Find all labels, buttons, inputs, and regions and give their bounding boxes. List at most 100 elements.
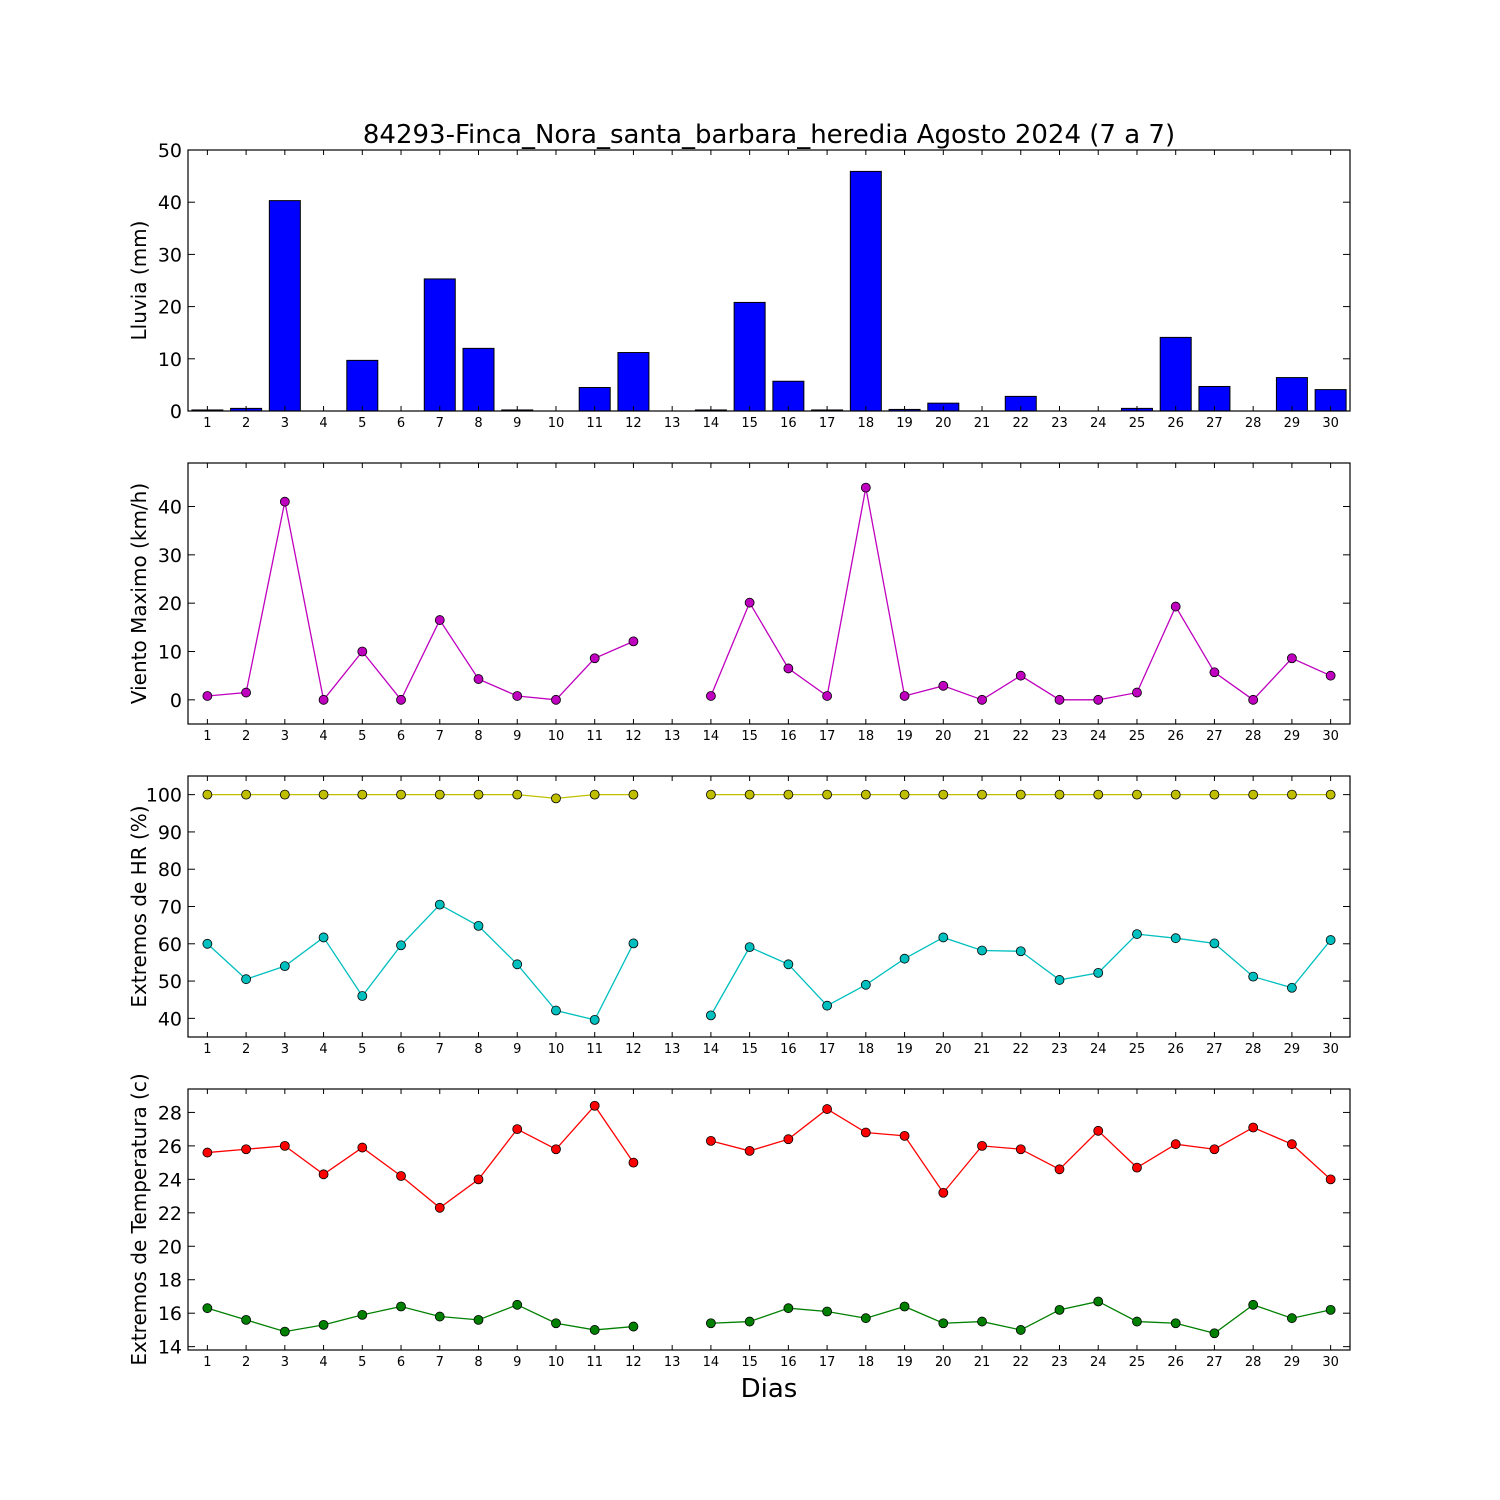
data-point (512, 691, 523, 701)
data-point (783, 789, 794, 800)
data-point (706, 789, 716, 800)
x-tick-label: 11 (586, 1042, 603, 1057)
x-tick-label: 9 (513, 416, 521, 431)
x-tick-label: 7 (436, 416, 444, 431)
data-point (1248, 1122, 1259, 1133)
y-axis-label: Viento Maximo (km/h) (127, 483, 151, 704)
plot-frame (187, 1088, 1351, 1351)
data-point (1170, 601, 1181, 612)
panels: 1 2 3 4 5 6 7 8 9 10 11 12 13 14 15 16 17 18 19 20 21 22 23 24 2… (127, 140, 1351, 1370)
data-point (318, 1320, 329, 1330)
x-tick-label: 25 (1129, 1042, 1146, 1057)
y-tick-label: 16 (158, 1303, 182, 1325)
x-tick-label: 26 (1167, 729, 1184, 744)
data-point (1248, 694, 1259, 705)
data-point (241, 1314, 252, 1325)
data-point (512, 959, 523, 970)
x-tick-label: 16 (780, 416, 797, 431)
y-tick-label: 80 (158, 859, 182, 881)
data-point (1132, 929, 1142, 939)
x-tick-label: 10 (548, 1355, 565, 1370)
data-point (938, 680, 949, 691)
x-tick-label: 28 (1245, 729, 1262, 744)
data-point (1015, 1325, 1026, 1335)
chart-panel-3: 1 2 3 4 5 6 7 8 9 10 11 12 13 14 15 16 17 18 19 20 21 22 23 24 2… (127, 775, 1351, 1057)
data-point (473, 789, 484, 800)
data-point (744, 1316, 755, 1327)
x-tick-label: 8 (474, 1355, 482, 1370)
data-point (473, 920, 484, 931)
x-tick-label: 5 (358, 729, 366, 744)
data-point (1093, 967, 1104, 978)
data-point (1325, 1304, 1336, 1315)
x-tick-label: 1 (203, 1042, 211, 1057)
data-point (977, 945, 987, 956)
x-tick-label: 26 (1167, 1042, 1184, 1057)
data-point (822, 789, 832, 800)
x-tick-label: 20 (935, 416, 952, 431)
x-tick-label: 13 (664, 729, 681, 744)
data-point (1093, 789, 1104, 800)
x-tick-label: 27 (1206, 416, 1223, 431)
x-tick-label: 22 (1012, 1042, 1029, 1057)
x-tick-label: 29 (1284, 416, 1301, 431)
data-point (1093, 1296, 1104, 1307)
data-point (241, 974, 252, 985)
x-tick-label: 4 (319, 1355, 327, 1370)
data-point (938, 932, 949, 943)
x-tick-label: 18 (858, 1042, 875, 1057)
bar (1159, 336, 1192, 412)
x-tick-label: 30 (1322, 1042, 1339, 1057)
y-tick-label: 50 (158, 971, 182, 993)
data-point (396, 1171, 406, 1181)
x-tick-label: 5 (358, 1355, 366, 1370)
data-point (434, 899, 445, 910)
bar (423, 278, 456, 412)
data-point (318, 932, 329, 943)
x-tick-label: 29 (1284, 1042, 1301, 1057)
data-point (1248, 789, 1259, 800)
data-point (860, 1313, 871, 1324)
x-tick-label: 11 (586, 1355, 603, 1370)
bar (1275, 377, 1308, 412)
x-tick-label: 21 (974, 1355, 991, 1370)
x-tick-label: 26 (1167, 416, 1184, 431)
x-tick-label: 15 (741, 1355, 758, 1370)
data-point (1170, 789, 1181, 800)
x-tick-label: 13 (664, 1042, 681, 1057)
y-tick-label: 40 (158, 192, 182, 214)
data-point (977, 1140, 987, 1151)
y-tick-label: 30 (158, 244, 182, 266)
chart-panel-4: 1 2 3 4 5 6 7 8 9 10 11 12 13 14 15 16 17 18 19 20 21 22 23 24 2… (127, 1073, 1351, 1370)
data-point (279, 961, 290, 972)
x-tick-label: 17 (819, 416, 836, 431)
data-point (551, 1144, 561, 1155)
bar (733, 301, 766, 412)
x-tick-label: 15 (741, 416, 758, 431)
y-tick-label: 70 (158, 897, 182, 919)
x-tick-label: 5 (358, 1042, 366, 1057)
x-tick-label: 22 (1012, 729, 1029, 744)
data-point (1054, 975, 1065, 985)
data-point (1287, 789, 1297, 800)
data-point (357, 789, 368, 800)
x-tick-label: 23 (1051, 416, 1068, 431)
data-point (396, 694, 406, 705)
x-tick-label: 27 (1206, 1042, 1223, 1057)
chart-title: 84293-Finca_Nora_santa_barbara_heredia A… (363, 120, 1175, 150)
x-tick-label: 7 (436, 729, 444, 744)
x-tick-label: 9 (513, 1355, 521, 1370)
data-point (1015, 1144, 1026, 1155)
x-tick-label: 16 (780, 1355, 797, 1370)
data-point (512, 789, 523, 800)
x-tick-label: 3 (281, 1042, 289, 1057)
data-point (241, 1144, 252, 1155)
x-tick-label: 21 (974, 729, 991, 744)
data-point (822, 1000, 832, 1011)
data-point (1325, 789, 1336, 800)
data-point (279, 496, 290, 507)
data-point (706, 1010, 716, 1021)
data-point (938, 1318, 949, 1329)
data-point (1209, 1328, 1220, 1339)
